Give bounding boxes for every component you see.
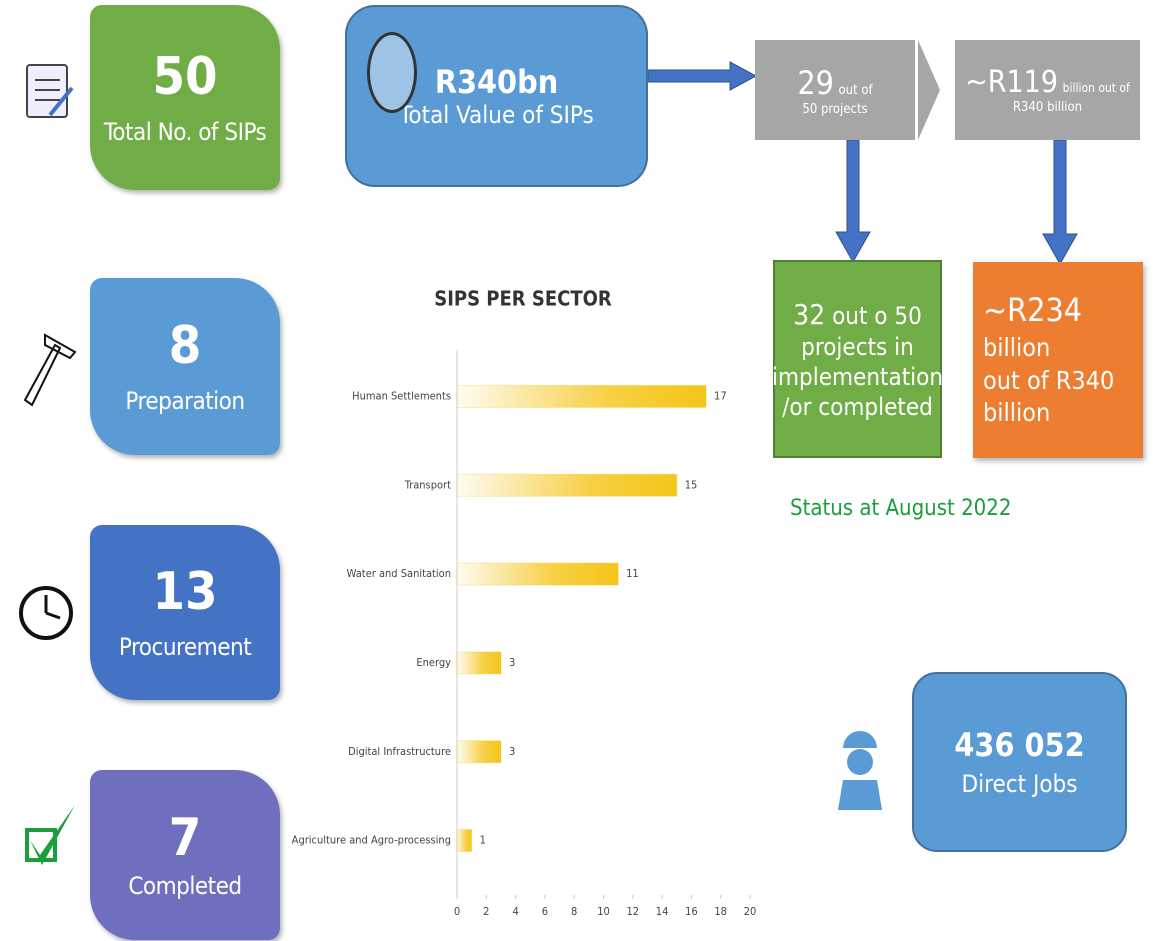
bar xyxy=(456,651,502,675)
value-label: 1 xyxy=(480,834,486,847)
worker-icon xyxy=(838,731,882,810)
flow-small: billion xyxy=(983,333,1051,363)
flow-big: ~R119 xyxy=(965,65,1059,100)
jobs-value: 436 052 xyxy=(954,726,1085,764)
card-value: 7 xyxy=(168,808,202,869)
value-label: 17 xyxy=(714,389,727,402)
total-label: Total Value of SIPs xyxy=(399,101,594,129)
bar xyxy=(456,829,473,853)
flow-text: out o 50 xyxy=(832,301,922,330)
check-icon xyxy=(25,805,75,865)
flow-line: projects in xyxy=(801,332,914,361)
x-tick-label: 10 xyxy=(597,905,610,918)
arrow xyxy=(835,139,871,264)
value-label: 11 xyxy=(626,567,639,580)
flow-line: 50 projects xyxy=(802,101,868,117)
y-tick-label: Transport xyxy=(404,478,451,491)
value-label: 15 xyxy=(685,478,698,491)
card: 13 Procurement xyxy=(90,525,280,700)
card-label: Procurement xyxy=(118,633,252,662)
notepad-icon xyxy=(26,64,74,118)
arrow xyxy=(647,61,758,91)
flow-box: 29 out of 50 projects xyxy=(755,40,915,140)
card-value: 13 xyxy=(152,561,218,622)
jobs-label: Direct Jobs xyxy=(961,770,1078,798)
value-label: 3 xyxy=(509,745,515,758)
chart-title: SIPS PER SECTOR xyxy=(434,287,612,311)
x-tick-label: 16 xyxy=(685,905,698,918)
flow-line: out of R340 xyxy=(983,365,1115,395)
y-tick-label: Energy xyxy=(416,656,451,669)
implementation-value-box: ~R234 billion out of R340 billion xyxy=(973,262,1143,458)
flow-line: implementation xyxy=(771,362,944,391)
card-value: 8 xyxy=(168,315,202,376)
card: 7 Completed xyxy=(90,770,280,940)
card-label: Total No. of SIPs xyxy=(103,118,267,147)
card: 8 Preparation xyxy=(90,278,280,455)
flow-line: R340 billion xyxy=(1012,100,1083,115)
x-tick-label: 6 xyxy=(542,905,548,918)
y-tick-label: Water and Sanitation xyxy=(347,567,451,580)
chevron xyxy=(918,40,940,140)
flow-line: /or completed xyxy=(782,392,933,421)
x-tick-label: 14 xyxy=(656,905,669,918)
x-tick-label: 20 xyxy=(744,905,757,918)
flow-big: 29 xyxy=(797,63,834,102)
card-value: 50 xyxy=(152,46,218,107)
flow-box: ~R119 billion out of R340 billion xyxy=(955,40,1140,140)
x-tick-label: 2 xyxy=(483,905,489,918)
x-tick-label: 18 xyxy=(714,905,727,918)
card-label: Preparation xyxy=(125,387,245,416)
flow-big: 32 xyxy=(793,297,826,331)
x-tick-label: 12 xyxy=(627,905,640,918)
clock-icon xyxy=(19,586,73,640)
flow-small: out of xyxy=(838,82,873,98)
hammer-icon xyxy=(23,333,77,407)
total-value: R340bn xyxy=(434,63,559,101)
card: 50 Total No. of SIPs xyxy=(90,5,280,190)
y-tick-label: Agriculture and Agro-processing xyxy=(292,834,451,847)
x-tick-label: 8 xyxy=(571,905,577,918)
bar xyxy=(456,740,502,764)
logo xyxy=(367,32,417,113)
total-box: R340bn Total Value of SIPs xyxy=(345,5,648,187)
flow-small: billion out of xyxy=(1062,81,1130,95)
x-tick-label: 0 xyxy=(454,905,460,918)
bar xyxy=(456,473,678,497)
jobs-box: 436 052 Direct Jobs xyxy=(912,672,1127,852)
implementation-box: 32 out o 50 projects in implementation /… xyxy=(771,260,944,458)
flow-line: billion xyxy=(983,398,1051,428)
status-text: Status at August 2022 xyxy=(790,496,1012,521)
bar xyxy=(456,562,619,586)
y-tick-label: Digital Infrastructure xyxy=(348,745,451,758)
arrow xyxy=(1042,139,1078,266)
value-label: 3 xyxy=(509,656,515,669)
bar xyxy=(456,384,707,408)
card-label: Completed xyxy=(128,871,242,900)
y-tick-label: Human Settlements xyxy=(352,389,451,402)
flow-big: ~R234 xyxy=(983,291,1083,330)
x-tick-label: 4 xyxy=(512,905,518,918)
